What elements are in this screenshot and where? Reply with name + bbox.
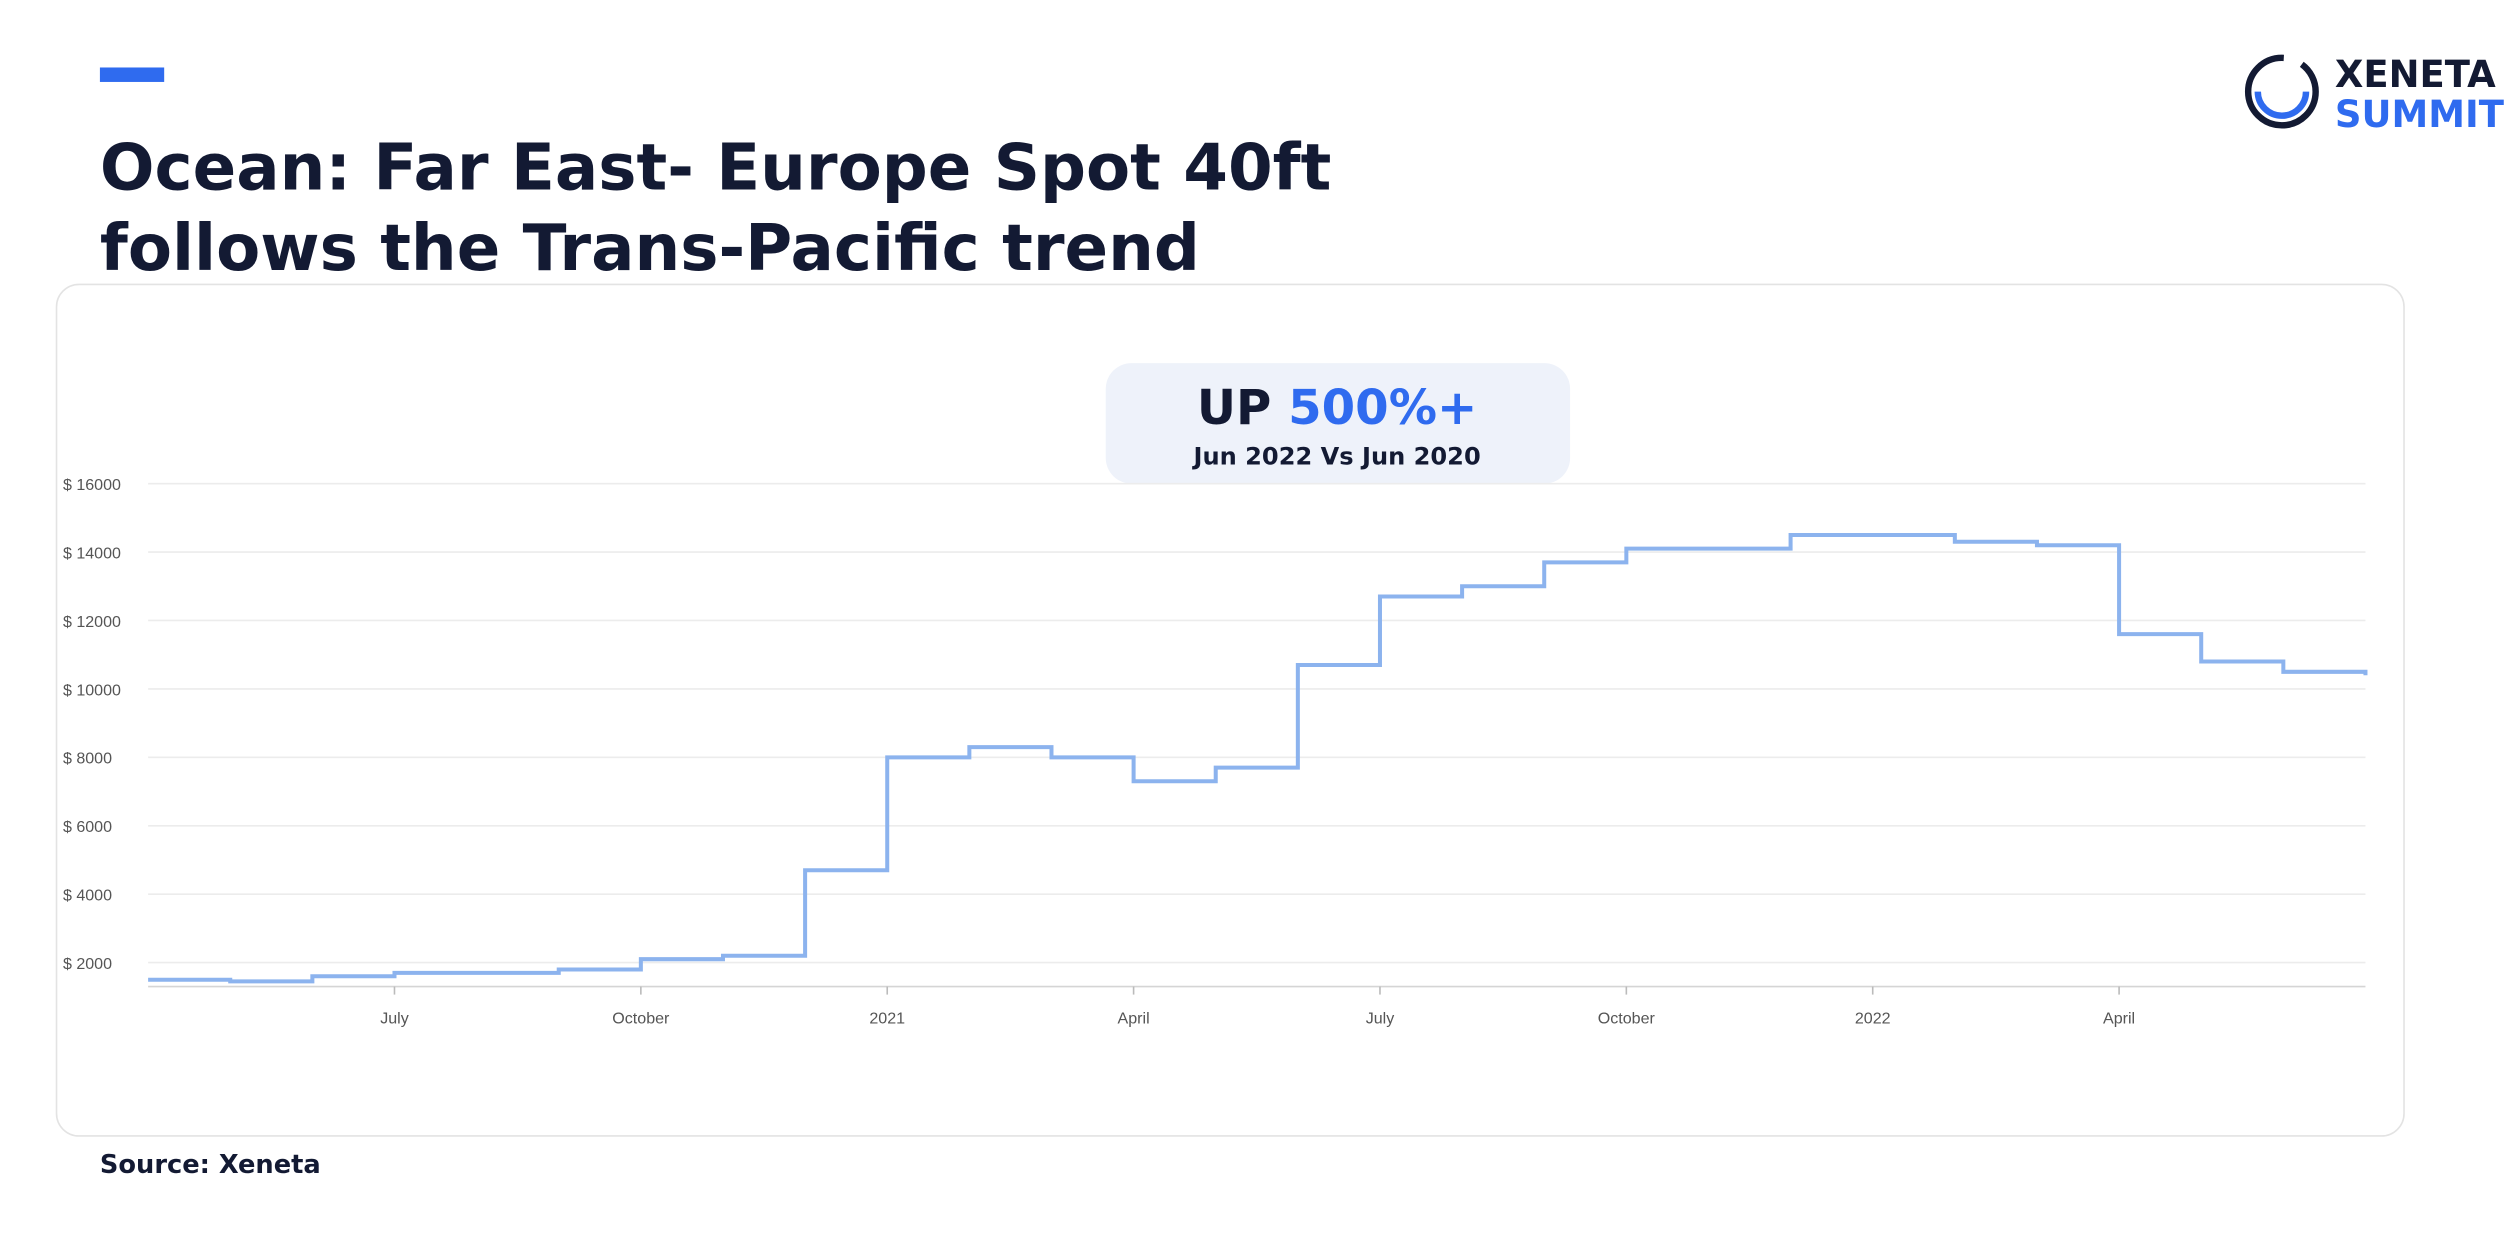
x-tick-label: October [1598, 1010, 1656, 1028]
x-tick-label: July [380, 1010, 409, 1028]
badge-headline: UP 500%+ [1197, 380, 1477, 436]
y-tick-label: $ 12000 [63, 613, 121, 631]
title-line: follows the Trans-Pacific trend [100, 211, 1200, 286]
x-tick-label: July [1366, 1010, 1395, 1028]
plot: $ 2000 $ 4000 $ 6000 $ 8000 $ 10000 $ 12000 $ … [63, 476, 2368, 1028]
chart-card [55, 283, 2405, 1137]
x-tick-label: October [612, 1010, 670, 1028]
badge-caption: Jun 2022 Vs Jun 2020 [1192, 442, 1481, 470]
x-tick-label: April [2103, 1010, 2135, 1028]
y-tick-label: $ 6000 [63, 818, 112, 836]
x-tick-label: 2021 [869, 1010, 905, 1028]
x-tick-label: April [1118, 1010, 1150, 1028]
logo: XENETA SUMMIT [2244, 53, 2504, 136]
source: Source: Xeneta [100, 1150, 321, 1180]
x-tick-label: 2022 [1855, 1010, 1891, 1028]
title-line: Ocean: Far East- Europe Spot 40ft [100, 131, 1331, 206]
logo-text: SUMMIT [2335, 93, 2504, 136]
y-tick-label: $ 2000 [63, 955, 112, 973]
badge-highlight: 500%+ [1288, 380, 1477, 436]
badge-prefix: UP [1197, 380, 1271, 436]
logo-arc [2254, 91, 2310, 119]
price-line [148, 532, 2368, 984]
logo-ring [2244, 54, 2319, 129]
y-tick-label: $ 4000 [63, 887, 112, 905]
y-tick-label: $ 8000 [63, 750, 112, 768]
accent-bar [99, 67, 165, 82]
y-tick-label: $ 14000 [63, 544, 121, 562]
y-tick-label: $ 16000 [63, 476, 121, 494]
badge [1105, 363, 1571, 484]
logo-text: XENETA [2335, 53, 2496, 96]
y-tick-label: $ 10000 [63, 681, 121, 699]
